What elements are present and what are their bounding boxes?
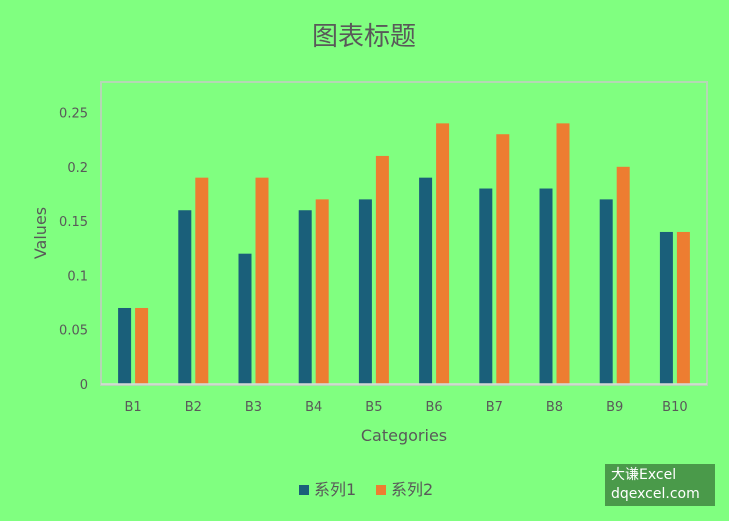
x-tick-labels: B1 B2 B3 B4 B5 B6 B7 B8 B9 B10 (124, 400, 687, 415)
x-tick-label: B6 (425, 400, 442, 415)
bar-B3-series1 (238, 253, 252, 384)
legend-label-series1: 系列1 (314, 480, 356, 499)
bar-B7-series1 (479, 188, 493, 384)
y-tick-label: 0.1 (67, 269, 88, 284)
bar-B9-series2 (616, 166, 630, 384)
bar-B4-series1 (298, 210, 312, 384)
y-tick-label: 0 (80, 378, 88, 393)
y-tick-label: 0.05 (59, 324, 88, 339)
bar-B7-series2 (496, 134, 510, 384)
watermark-line1: 大谦Excel (611, 467, 677, 483)
bar-B1-series2 (135, 307, 149, 384)
watermark-line2: dqexcel.com (611, 486, 700, 502)
chart-title: 图表标题 (312, 22, 416, 52)
bar-B8-series1 (539, 188, 553, 384)
bar-B8-series2 (556, 123, 570, 385)
y-tick-label: 0.25 (59, 107, 88, 122)
bar-B6-series1 (419, 177, 433, 384)
watermark-logo: 大谦Excel dqexcel.com (605, 464, 715, 506)
bar-B10-series2 (676, 231, 690, 384)
y-tick-labels: 0 0.05 0.1 0.15 0.2 0.25 (59, 107, 88, 394)
x-tick-label: B7 (486, 400, 503, 415)
bar-B5-series1 (358, 199, 372, 384)
y-axis-label: Values (31, 207, 50, 259)
bar-B3-series2 (255, 177, 269, 384)
bar-B4-series2 (315, 199, 329, 384)
y-tick-label: 0.2 (67, 161, 88, 176)
x-tick-label: B8 (546, 400, 563, 415)
bar-B2-series1 (178, 210, 192, 384)
plot-area-border (100, 81, 708, 386)
x-tick-label: B2 (185, 400, 202, 415)
x-tick-label: B5 (365, 400, 382, 415)
bar-B1-series1 (118, 307, 132, 384)
bar-B6-series2 (436, 123, 450, 385)
x-axis-label: Categories (361, 426, 447, 445)
bar-B5-series2 (375, 155, 389, 384)
bar-B9-series1 (599, 199, 613, 384)
legend-swatch-series1 (299, 485, 309, 495)
legend: 系列1 系列2 (299, 480, 433, 499)
x-tick-label: B9 (606, 400, 623, 415)
x-tick-label: B10 (662, 400, 687, 415)
legend-swatch-series2 (376, 485, 386, 495)
bar-B10-series1 (659, 231, 673, 384)
bars (118, 123, 690, 385)
x-tick-label: B3 (245, 400, 262, 415)
x-tick-label: B4 (305, 400, 322, 415)
y-tick-label: 0.15 (59, 215, 88, 230)
x-tick-label: B1 (124, 400, 141, 415)
bar-B2-series2 (195, 177, 209, 384)
legend-label-series2: 系列2 (391, 480, 433, 499)
